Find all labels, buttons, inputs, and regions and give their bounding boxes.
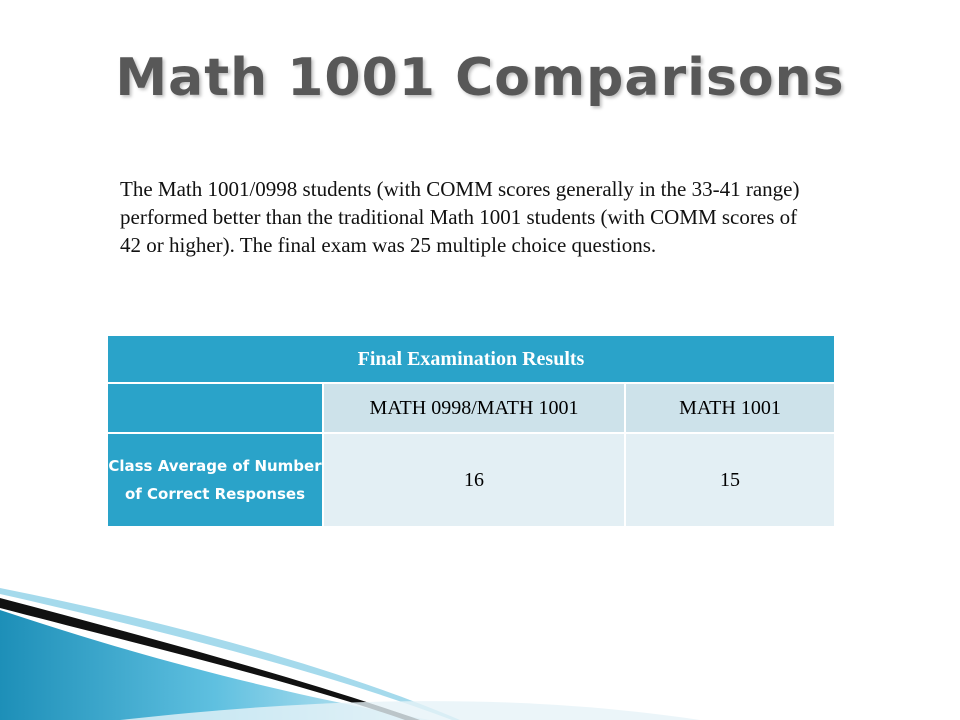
body-paragraph: The Math 1001/0998 students (with COMM s… <box>120 177 800 257</box>
slide-title: Math 1001 Comparisons <box>115 48 845 108</box>
table-row: Class Average of Number of Correct Respo… <box>106 432 836 528</box>
column-header-blank <box>106 382 324 434</box>
table-title: Final Examination Results <box>106 334 836 384</box>
decorative-swoosh <box>0 588 700 720</box>
row-label-class-average: Class Average of Number of Correct Respo… <box>106 432 324 528</box>
cell-math-1001-average: 15 <box>624 432 836 528</box>
table-header-row: MATH 0998/MATH 1001 MATH 1001 <box>106 382 836 434</box>
column-header-math-1001: MATH 1001 <box>624 382 836 434</box>
cell-math-0998-1001-average: 16 <box>322 432 626 528</box>
column-header-math-0998-1001: MATH 0998/MATH 1001 <box>322 382 626 434</box>
results-table: Final Examination Results MATH 0998/MATH… <box>106 334 836 528</box>
